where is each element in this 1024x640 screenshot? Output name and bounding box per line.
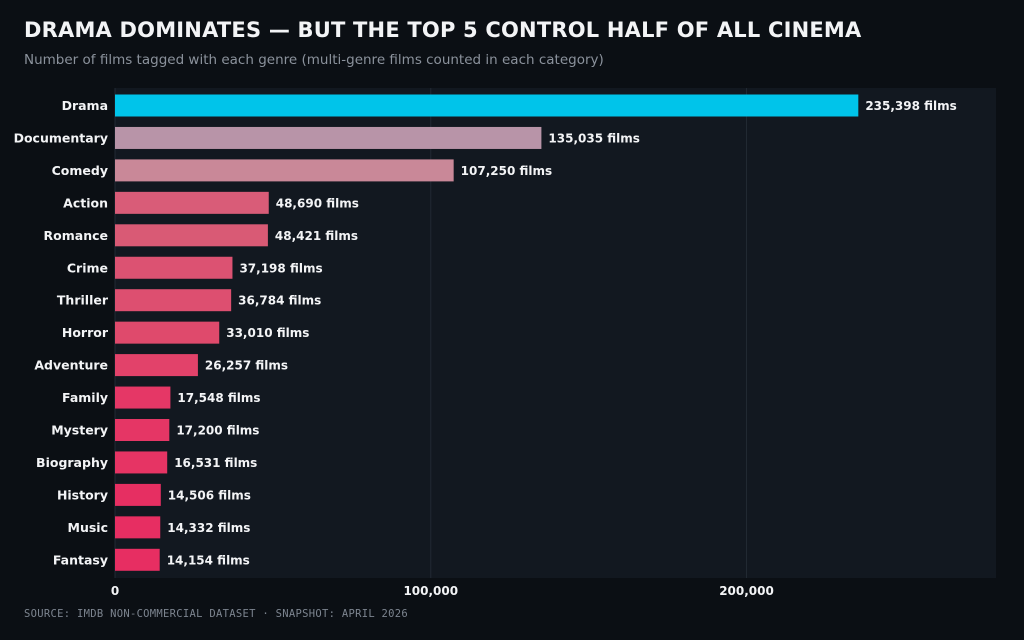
x-tick-label: 100,000 xyxy=(403,584,458,598)
bar-horror xyxy=(115,321,220,344)
bar-adventure xyxy=(115,354,198,377)
category-label: Fantasy xyxy=(53,552,108,567)
category-label: Biography xyxy=(36,455,108,470)
data-label: 135,035 films xyxy=(548,131,640,145)
data-label: 48,421 films xyxy=(275,229,358,243)
data-label: 16,531 films xyxy=(174,456,257,470)
category-label: Crime xyxy=(67,260,108,275)
category-label: History xyxy=(57,487,108,502)
chart-title: DRAMA DOMINATES — BUT THE TOP 5 CONTROL … xyxy=(24,18,862,42)
bar-documentary xyxy=(115,126,542,149)
bar-music xyxy=(115,516,161,539)
category-label: Horror xyxy=(62,325,109,340)
category-label: Romance xyxy=(44,228,108,243)
bar-history xyxy=(115,483,161,506)
data-label: 235,398 films xyxy=(865,99,957,113)
bar-thriller xyxy=(115,289,232,312)
source-note: SOURCE: IMDB NON-COMMERCIAL DATASET · SN… xyxy=(24,608,409,620)
category-label: Music xyxy=(68,520,108,535)
bar-fantasy xyxy=(115,548,160,571)
x-tick-label: 200,000 xyxy=(719,584,774,598)
data-label: 37,198 films xyxy=(239,261,322,275)
data-label: 33,010 films xyxy=(226,326,309,340)
bar-biography xyxy=(115,451,168,474)
data-label: 48,690 films xyxy=(276,196,359,210)
bar-romance xyxy=(115,224,268,247)
bar-comedy xyxy=(115,159,454,182)
bar-action xyxy=(115,191,269,214)
category-label: Comedy xyxy=(52,163,108,178)
category-label: Thriller xyxy=(57,293,109,308)
category-label: Documentary xyxy=(14,130,108,145)
data-label: 17,548 films xyxy=(177,391,260,405)
data-label: 14,332 films xyxy=(167,521,250,535)
category-label: Action xyxy=(63,195,108,210)
data-label: 36,784 films xyxy=(238,294,321,308)
bar-drama xyxy=(115,94,859,117)
category-label: Family xyxy=(62,390,108,405)
chart-subtitle: Number of films tagged with each genre (… xyxy=(24,52,604,68)
x-tick-label: 0 xyxy=(111,584,119,598)
bar-crime xyxy=(115,256,233,279)
category-label: Drama xyxy=(62,98,108,113)
bar-family xyxy=(115,386,171,409)
data-label: 17,200 films xyxy=(176,424,259,438)
bar-mystery xyxy=(115,419,170,441)
category-label: Adventure xyxy=(34,358,108,373)
data-label: 107,250 films xyxy=(461,164,552,178)
category-label: Mystery xyxy=(51,423,108,438)
data-label: 14,506 films xyxy=(168,488,251,502)
data-label: 26,257 films xyxy=(205,359,288,373)
data-label: 14,154 films xyxy=(167,553,250,567)
